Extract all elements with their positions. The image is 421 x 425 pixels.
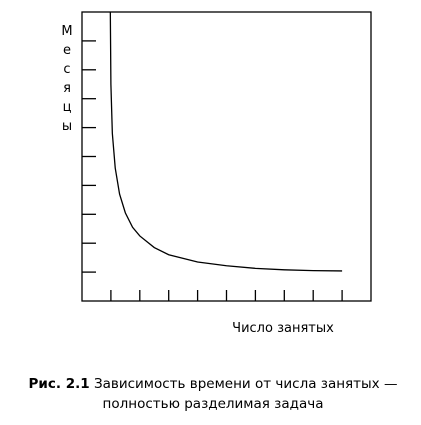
caption-text: Зависимость времени от числа занятых — п… — [93, 376, 398, 412]
caption-label: Рис. 2.1 — [28, 376, 90, 392]
caption: Рис. 2.1 Зависимость времени от числа за… — [20, 374, 406, 414]
y-axis-label: Месяцы — [61, 24, 73, 134]
curve — [109, 11, 343, 272]
x-axis-label: Число занятых — [232, 321, 334, 336]
plot-frame — [81, 11, 372, 302]
